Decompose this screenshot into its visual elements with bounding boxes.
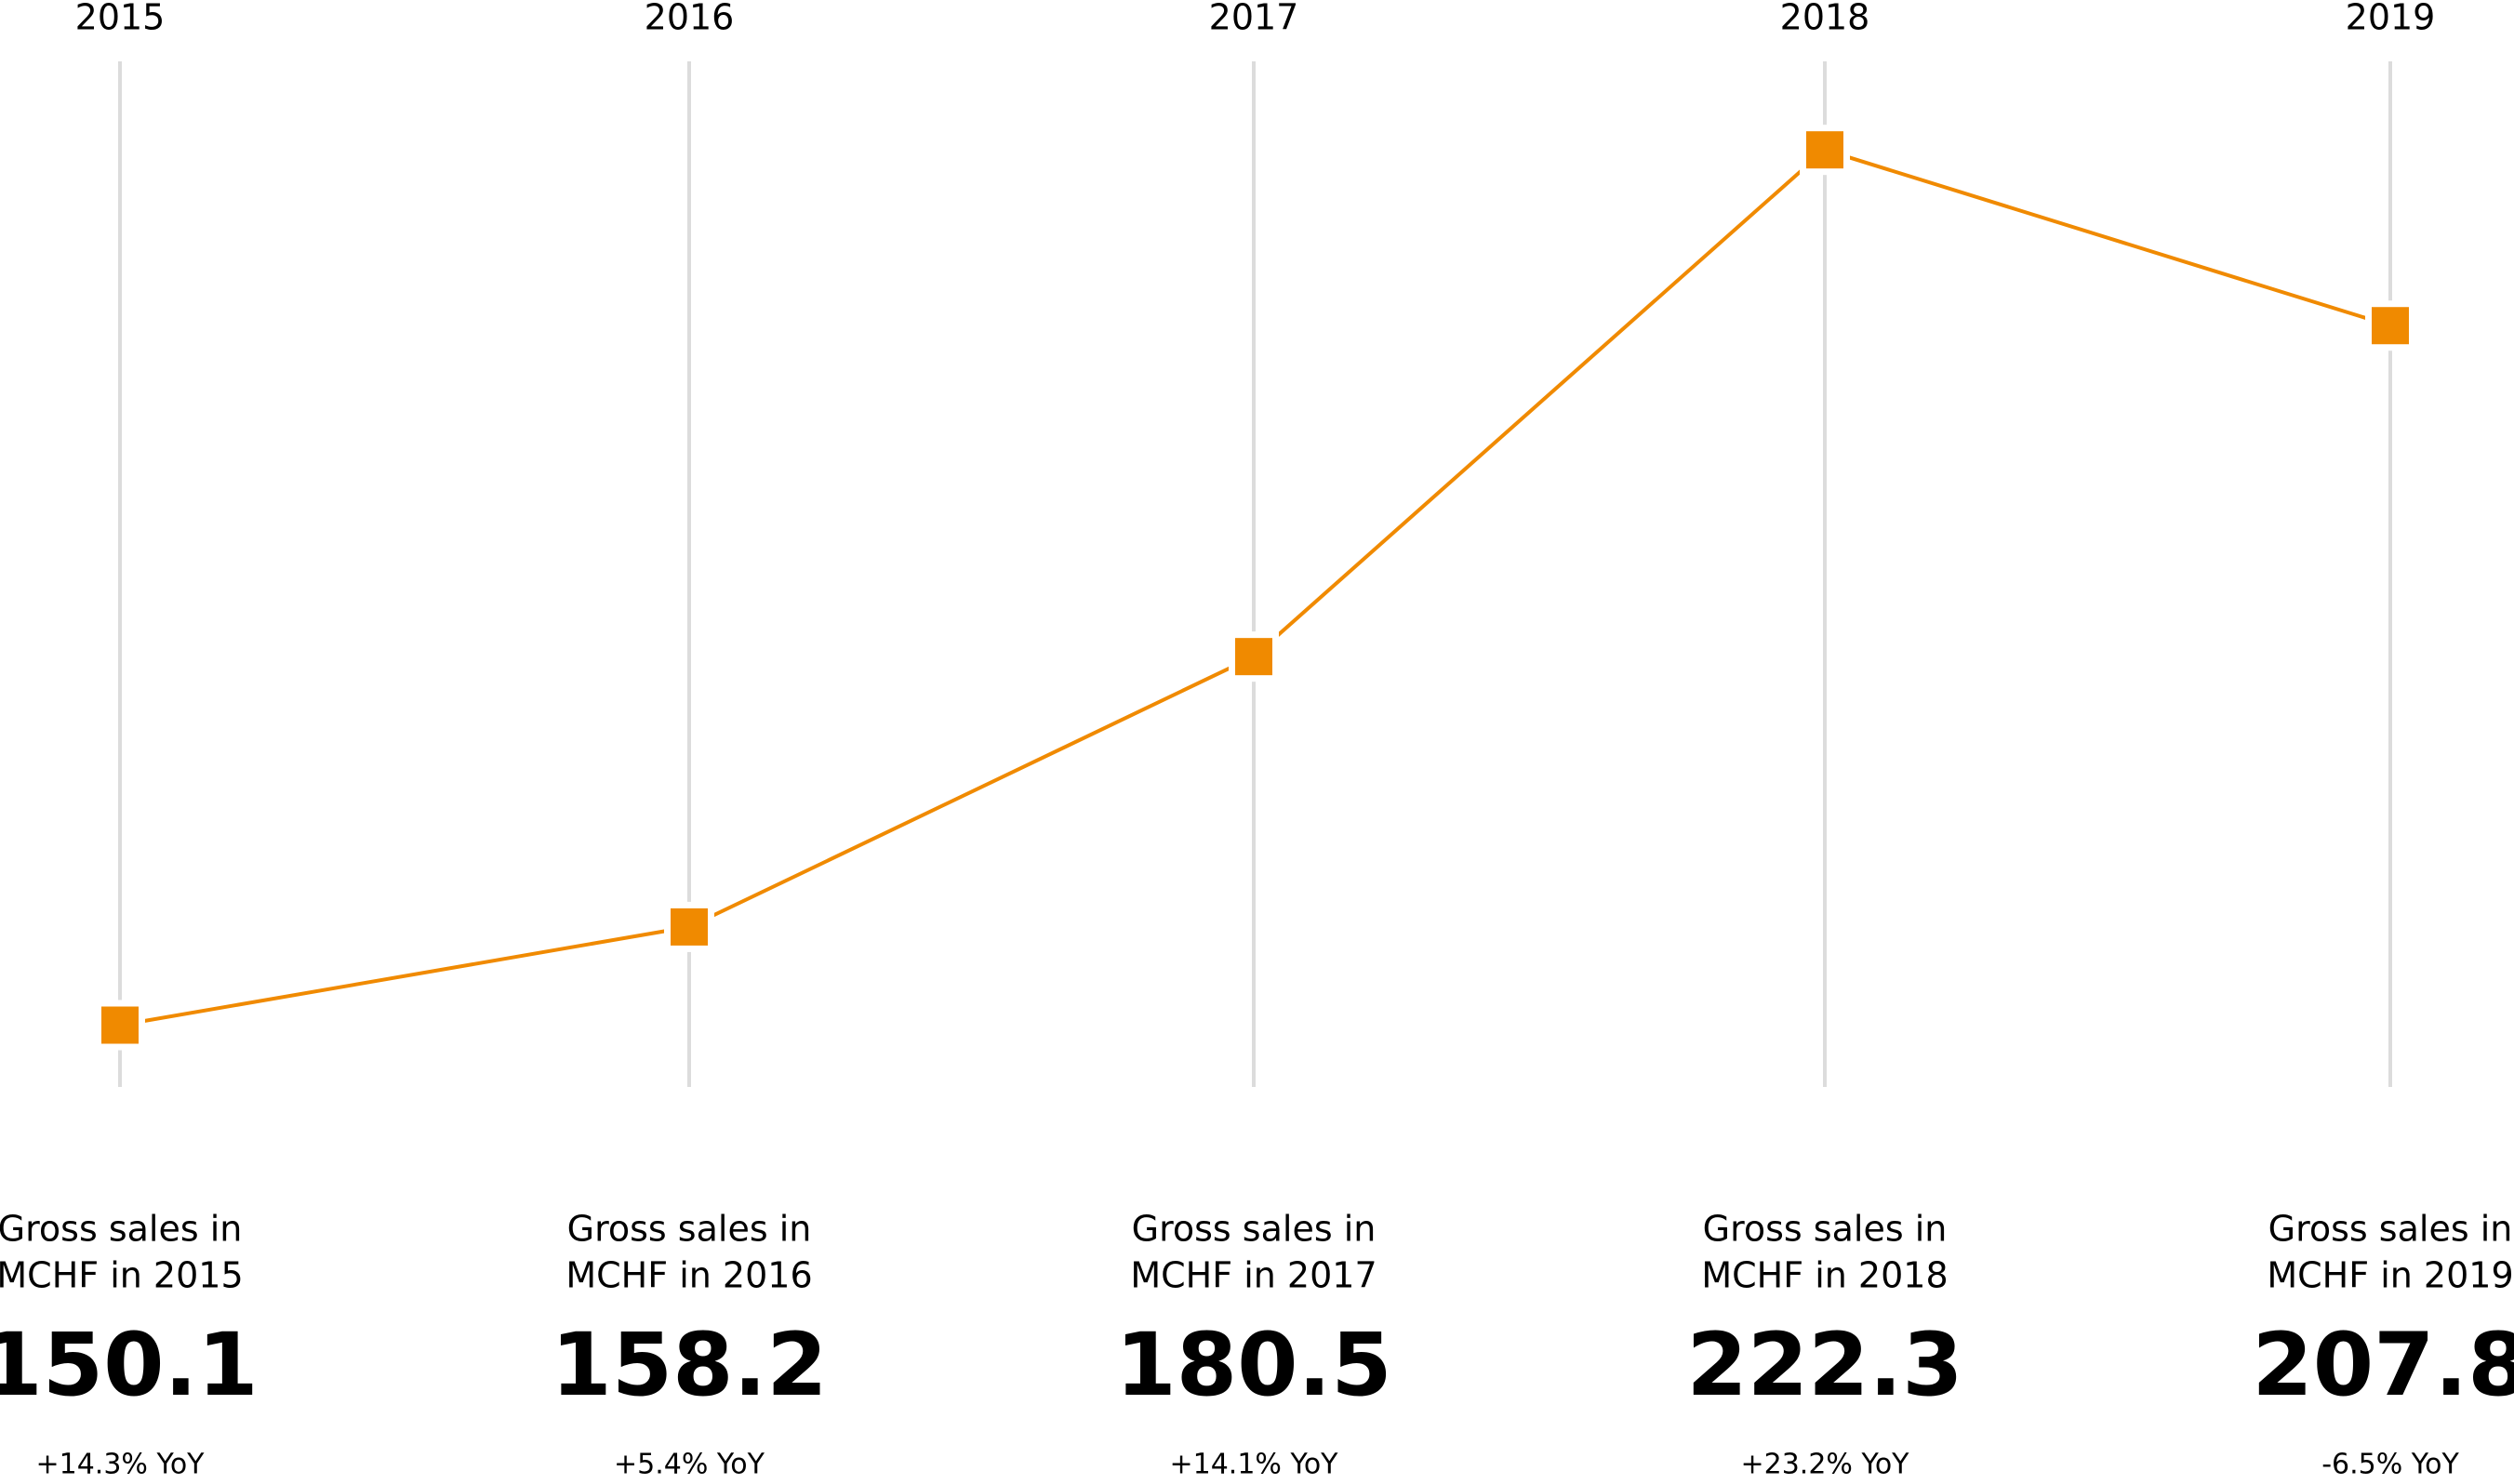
yoy-label: +14.1% YoY (1170, 1449, 1339, 1481)
marker (2365, 300, 2415, 351)
caption: Gross sales in (2268, 1209, 2513, 1250)
yoy-label: +23.2% YoY (1741, 1449, 1910, 1481)
caption: MCHF in 2018 (1701, 1255, 1948, 1296)
x-tick-label: 2015 (75, 0, 166, 38)
caption: MCHF in 2016 (565, 1255, 812, 1296)
caption: Gross sales in (1132, 1209, 1377, 1250)
marker (1229, 631, 1279, 682)
x-tick-label: 2017 (1209, 0, 1299, 38)
value-label: 150.1 (0, 1315, 259, 1416)
yoy-label: -6.5% YoY (2321, 1449, 2459, 1481)
value-label: 222.3 (1686, 1315, 1962, 1416)
caption: Gross sales in (1703, 1209, 1948, 1250)
value-label: 207.8 (2252, 1315, 2514, 1416)
x-tick-label: 2018 (1780, 0, 1870, 38)
x-tick-label: 2019 (2346, 0, 2436, 38)
caption: MCHF in 2017 (1130, 1255, 1377, 1296)
x-tick-label: 2016 (645, 0, 735, 38)
caption: MCHF in 2019 (2267, 1255, 2513, 1296)
yoy-label: +14.3% YoY (36, 1449, 206, 1481)
value-label: 180.5 (1115, 1315, 1391, 1416)
marker (1800, 125, 1850, 176)
marker (664, 901, 714, 952)
caption: MCHF in 2015 (0, 1255, 244, 1296)
marker (95, 1000, 145, 1051)
value-label: 158.2 (551, 1315, 827, 1416)
caption: Gross sales in (567, 1209, 812, 1250)
yoy-label: +5.4% YoY (614, 1449, 765, 1481)
caption: Gross sales in (0, 1209, 242, 1250)
